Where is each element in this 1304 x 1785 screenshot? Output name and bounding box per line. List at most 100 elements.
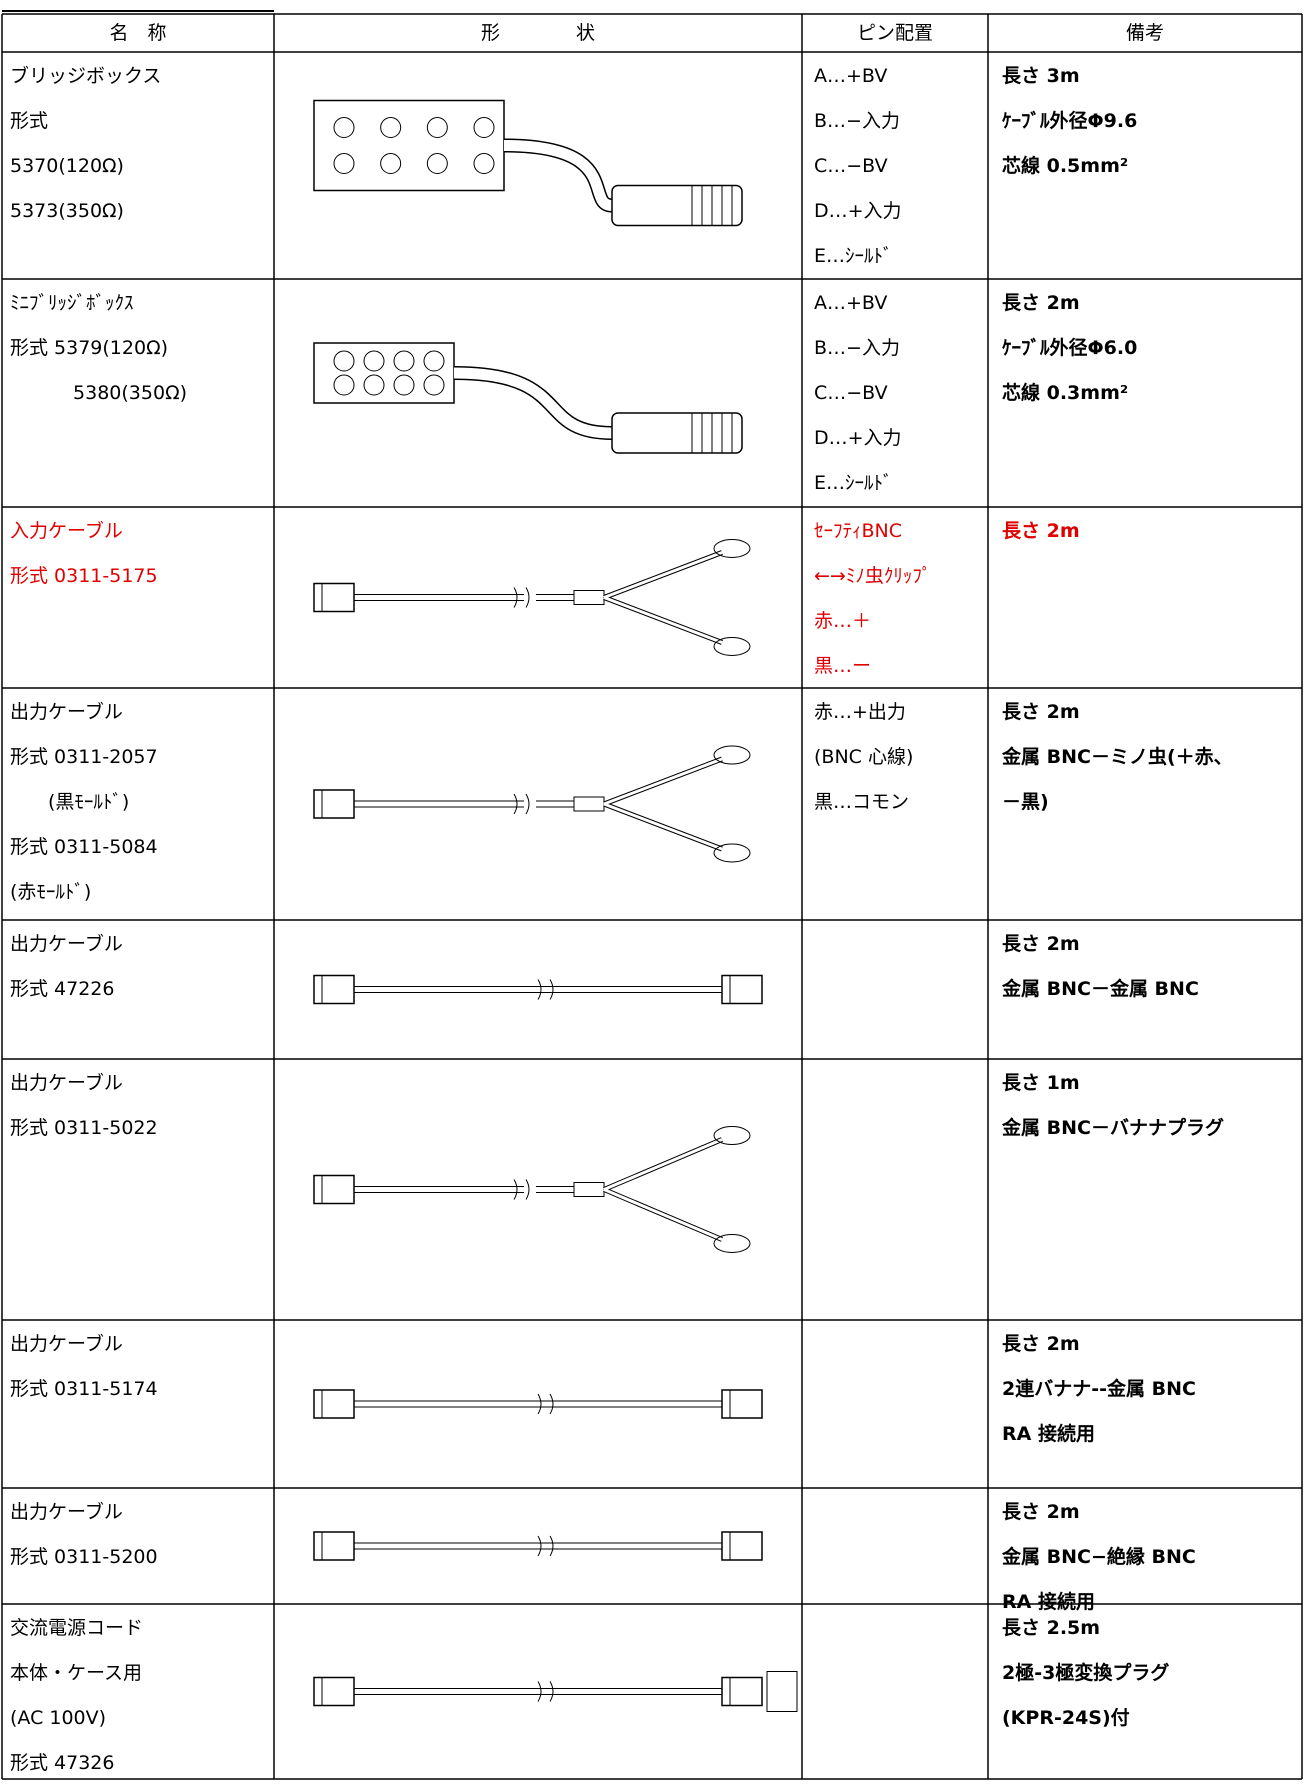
terminal (333, 117, 355, 138)
connector (313, 1389, 355, 1419)
cell-text: (AC 100V) (10, 1707, 107, 1729)
terminal (380, 117, 402, 138)
molding (573, 1182, 605, 1197)
cell-text: 芯線 0.5mm² (1002, 155, 1129, 177)
plug-adapter (766, 1671, 798, 1712)
cell-text: ←→ﾐﾉ虫ｸﾘｯﾌﾟ (814, 565, 932, 587)
cell-text: 5380(350Ω) (10, 382, 188, 404)
clip (713, 1126, 751, 1145)
clip (713, 1234, 751, 1253)
cable (603, 1137, 723, 1242)
cell-text: ｾｰﾌﾃｨBNC (814, 520, 903, 542)
cell-text: A…+BV (814, 292, 888, 314)
cell-text: B…−入力 (814, 337, 900, 359)
connector (313, 1531, 355, 1561)
cell-text: 赤…＋ (814, 610, 872, 632)
terminal (333, 153, 355, 174)
break (513, 793, 530, 815)
cell-text: 芯線 0.3mm² (1002, 382, 1129, 404)
cell-text: C…−BV (814, 155, 888, 177)
connector (721, 1389, 763, 1419)
header-cell: ピン配置 (856, 22, 933, 44)
terminal (426, 153, 448, 174)
cell-text: 金属 BNC−絶縁 BNC (1002, 1546, 1196, 1568)
terminal (363, 350, 385, 372)
cell-text: 形式 0311-5022 (10, 1117, 158, 1139)
cell-text: 5370(120Ω) (10, 155, 124, 177)
cell-text: (黒ﾓｰﾙﾄﾞ) (10, 791, 130, 813)
terminal (473, 117, 495, 138)
terminal (393, 350, 415, 372)
cell-text: 長さ 2m (1002, 1333, 1080, 1355)
cell-text: 形式 0311-5174 (10, 1378, 158, 1400)
cell-text: －黒) (1002, 791, 1049, 813)
cell-text: D…+入力 (814, 200, 902, 222)
box (313, 342, 455, 404)
terminal (380, 153, 402, 174)
cell-text: C…−BV (814, 382, 888, 404)
box (313, 99, 505, 192)
clip (713, 637, 751, 656)
cell-text: 長さ 2m (1002, 1501, 1080, 1523)
cell-text: E…ｼｰﾙﾄﾞ (814, 245, 893, 267)
cell-text: 形式 (10, 110, 49, 132)
cell-text: 形式 0311-5200 (10, 1546, 158, 1568)
cell-text: 入力ケーブル (10, 520, 123, 542)
cell-text: 形式 47226 (10, 978, 115, 1000)
break (513, 1179, 530, 1200)
cell-text: ブリッジボックス (10, 65, 162, 87)
break (537, 1681, 554, 1702)
cell-text: 金属 BNC－バナナプラグ (1002, 1117, 1224, 1139)
cell-text: 長さ 2.5m (1002, 1617, 1101, 1639)
connector (721, 1676, 763, 1707)
cable (453, 366, 613, 440)
connector (313, 582, 355, 613)
cell-text: 形式 5379(120Ω) (10, 337, 169, 359)
cell-text: 5373(350Ω) (10, 200, 124, 222)
cell-text: RA 接続用 (1002, 1423, 1095, 1445)
molding (573, 590, 605, 605)
cable (603, 551, 723, 644)
cell-text: 本体・ケース用 (10, 1662, 143, 1684)
cell-text: E…ｼｰﾙﾄﾞ (814, 472, 893, 494)
cell-text: (赤ﾓｰﾙﾄﾞ) (10, 881, 92, 903)
cell-text: 2極-3極変換プラグ (1002, 1662, 1170, 1684)
cell-text: 出力ケーブル (10, 933, 123, 955)
cell-text: 長さ 2m (1002, 701, 1080, 723)
cell-text: 黒…ー (814, 655, 872, 677)
cell-text: ｹｰﾌﾞﾙ外径Φ6.0 (1002, 337, 1138, 359)
header-cell: 備考 (1125, 22, 1164, 44)
connector (313, 789, 355, 819)
cell-text: 交流電源コード (10, 1617, 144, 1639)
terminal (423, 374, 445, 396)
header-cell: 形 状 (480, 22, 595, 44)
terminal (393, 374, 415, 396)
cell-text: ﾐﾆﾌﾞﾘｯｼﾞﾎﾞｯｸｽ (10, 292, 134, 314)
cell-text: 出力ケーブル (10, 1072, 123, 1094)
cell-text: (BNC 心線) (814, 746, 914, 768)
cell-text: 2連バナナ--金属 BNC (1002, 1378, 1196, 1400)
cell-text: 長さ 2m (1002, 520, 1080, 542)
cell-text: ｹｰﾌﾞﾙ外径Φ9.6 (1002, 110, 1138, 132)
cell-text: 黒…コモン (814, 791, 910, 813)
connector (611, 184, 743, 227)
terminal (423, 350, 445, 372)
cable (453, 367, 613, 439)
cell-text: 長さ 3m (1002, 65, 1080, 87)
cell-text: 長さ 2m (1002, 933, 1080, 955)
cell-text: 形式 0311-2057 (10, 746, 158, 768)
break (513, 587, 530, 608)
connector (611, 412, 743, 454)
cell-text: B…−入力 (814, 110, 900, 132)
cable (603, 1138, 723, 1241)
cell-text: D…+入力 (814, 427, 902, 449)
cell-text: 形式 47326 (10, 1752, 115, 1774)
cell-text: 出力ケーブル (10, 1333, 123, 1355)
terminal (333, 374, 355, 396)
break (537, 979, 554, 1000)
terminal (426, 117, 448, 138)
cell-text: 長さ 2m (1002, 292, 1080, 314)
terminal (333, 350, 355, 372)
cell-text: 金属 BNC－ミノ虫(＋赤、 (1002, 746, 1233, 768)
